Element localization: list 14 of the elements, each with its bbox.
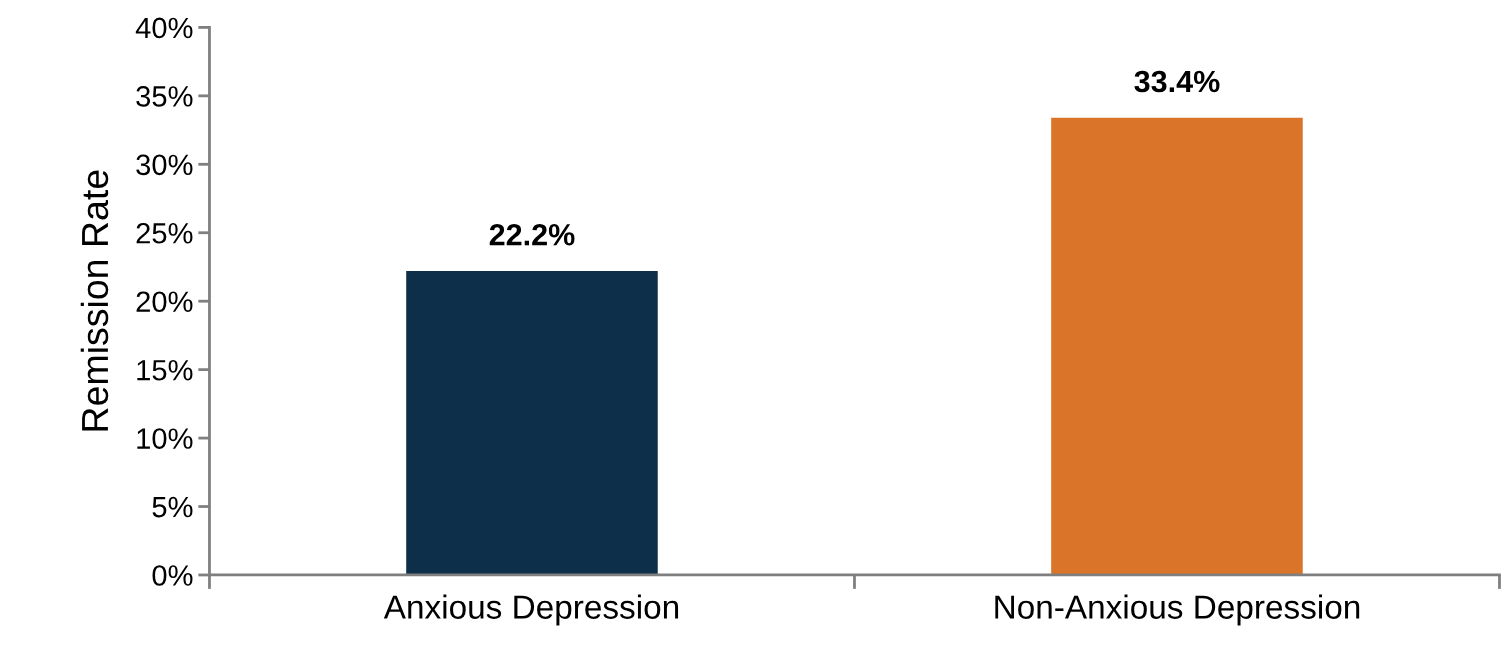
y-tick-label: 30% — [136, 154, 193, 176]
y-tick-label: 25% — [136, 222, 193, 244]
x-tick-label: Non-Anxious Depression — [995, 594, 1360, 626]
y-tick-label: 10% — [137, 428, 193, 449]
y-tick-label: 15% — [137, 359, 193, 381]
data-label: 33.4% — [1134, 70, 1220, 93]
data-label: 22.2% — [489, 223, 575, 246]
y-tick-label: 5% — [152, 496, 193, 518]
y-axis-title: Remission Rate — [80, 170, 109, 431]
x-tick-label: Anxious Depression — [383, 594, 679, 626]
y-tick-label: 35% — [136, 86, 193, 107]
y-tick-label: 20% — [136, 291, 193, 313]
y-tick-label: 40% — [135, 17, 193, 39]
y-tick-label: 0% — [152, 565, 193, 586]
